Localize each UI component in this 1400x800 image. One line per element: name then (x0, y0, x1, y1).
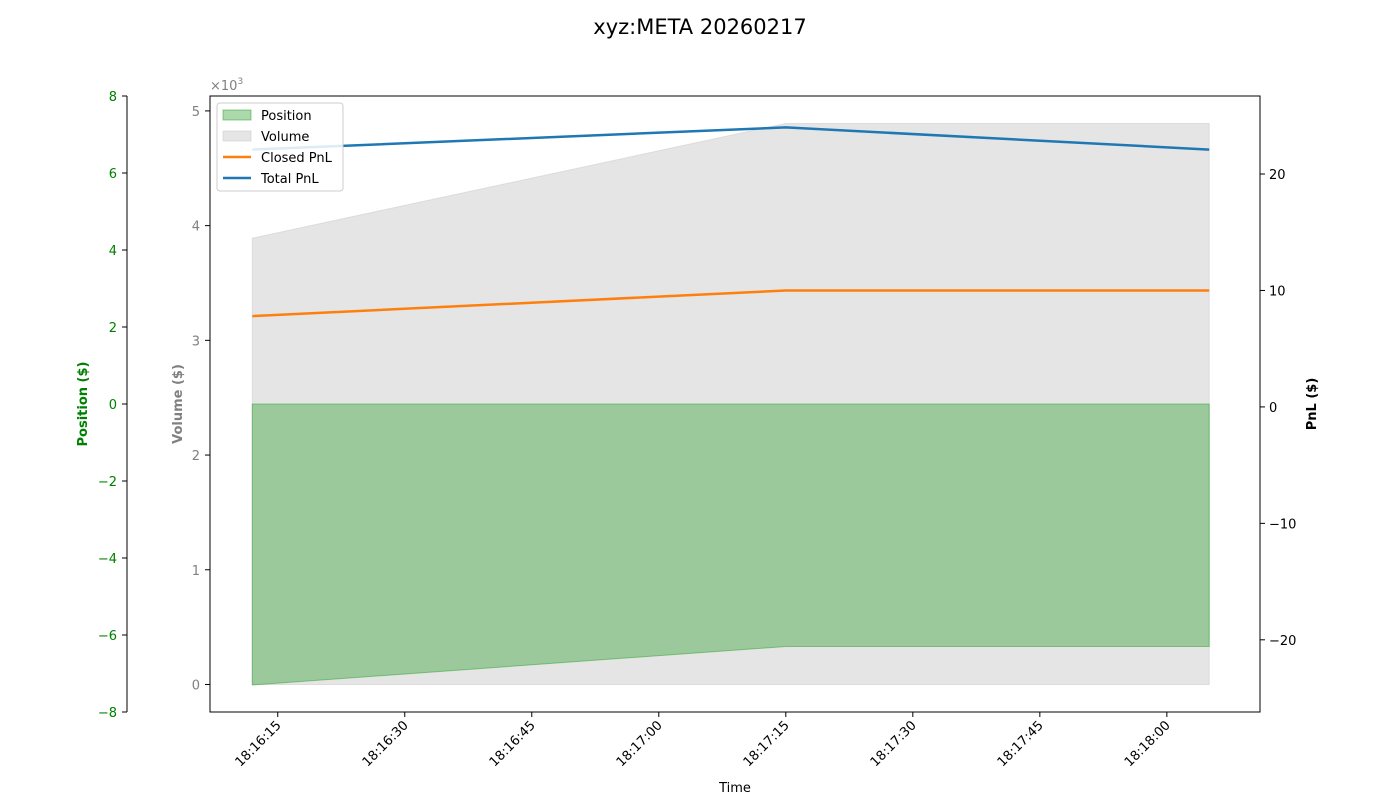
legend-label: Position (261, 109, 312, 124)
volume-tick-label: 1 (192, 564, 200, 579)
series-line-closed-pnl (252, 289, 1210, 318)
plot-areas (251, 123, 1210, 686)
pnl-tick-label: 20 (1269, 168, 1286, 183)
legend-swatch-position (222, 109, 252, 121)
position-tick-label: −2 (98, 475, 117, 490)
plot-lines (252, 126, 1210, 318)
legend: Position Volume Closed PnL Total PnL (216, 102, 344, 192)
position-tick-label: −8 (98, 706, 117, 721)
volume-tick-label: 5 (192, 105, 200, 120)
position-tick-label: 4 (109, 244, 117, 259)
volume-tick-label: 0 (192, 678, 200, 693)
legend-label: Closed PnL (261, 151, 333, 166)
x-tick-label: 18:18:00 (1122, 718, 1174, 770)
x-tick-label: 18:17:00 (614, 718, 666, 770)
volume-multiplier-base: ×10 (210, 79, 237, 94)
position-tick-label: −4 (98, 552, 117, 567)
pnl-tick-label: −10 (1269, 517, 1296, 532)
pnl-tick-label: 10 (1269, 284, 1286, 299)
position-tick-label: 6 (109, 167, 117, 182)
chart-title: xyz:META 20260217 (593, 15, 806, 39)
series-area-position (251, 403, 1210, 686)
volume-tick-label: 3 (192, 334, 200, 349)
volume-multiplier-exponent: 3 (237, 77, 243, 87)
position-tick-label: 8 (109, 90, 117, 105)
x-tick-label: 18:16:30 (360, 718, 412, 770)
pnl-axis-label: PnL ($) (1305, 378, 1320, 431)
volume-axis-multiplier: ×103 (210, 77, 243, 94)
volume-tick-label: 2 (192, 449, 200, 464)
x-axis-label: Time (718, 781, 751, 796)
legend-label: Volume (261, 130, 309, 145)
position-tick-label: −6 (98, 629, 117, 644)
volume-tick-label: 4 (192, 220, 200, 235)
legend-swatch-volume (222, 130, 252, 142)
plot-frame (209, 95, 1261, 713)
x-tick-label: 18:17:15 (741, 718, 793, 770)
legend-label: Total PnL (260, 172, 319, 187)
x-tick-label: 18:16:45 (487, 718, 539, 770)
series-line-total-pnl (252, 126, 1210, 151)
pnl-tick-label: 0 (1269, 401, 1277, 416)
pnl-tick-label: −20 (1269, 634, 1296, 649)
position-tick-label: 2 (109, 321, 117, 336)
volume-axis-label: Volume ($) (171, 364, 186, 444)
x-tick-label: 18:16:15 (233, 718, 285, 770)
position-axis-label: Position ($) (76, 362, 91, 447)
position-tick-label: 0 (109, 398, 117, 413)
legend-box (216, 102, 344, 192)
x-tick-label: 18:17:45 (995, 718, 1047, 770)
x-tick-label: 18:17:30 (868, 718, 920, 770)
